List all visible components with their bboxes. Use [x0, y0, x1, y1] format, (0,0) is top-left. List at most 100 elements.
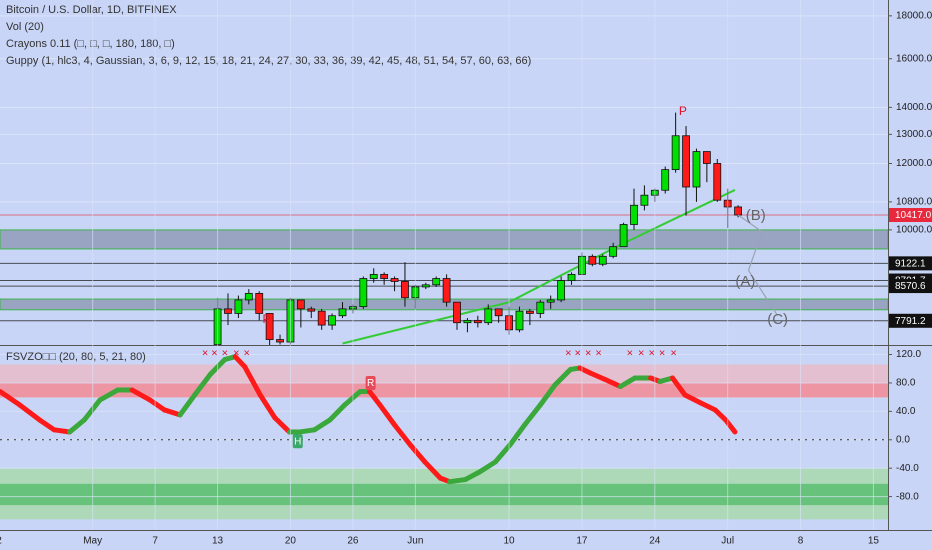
plot-background: [0, 0, 888, 530]
signal-marker: ×: [222, 348, 228, 360]
candle-body: [463, 319, 472, 324]
x-tick-label: 20: [285, 536, 297, 547]
annotation: (C): [767, 311, 788, 328]
annotation: P: [679, 104, 687, 118]
candle-body: [369, 273, 378, 279]
candle-body: [265, 313, 274, 340]
y-tick-label: 14000.0: [896, 102, 932, 113]
oscillator-segment: [311, 417, 333, 433]
candle-body: [640, 194, 649, 206]
candle-body: [380, 273, 389, 279]
x-tick-label: 13: [212, 536, 224, 547]
oscillator-segment: [0, 388, 23, 408]
oscillator-segment: [327, 402, 348, 423]
oscillator-segment: [177, 392, 198, 418]
candle-body: [557, 280, 566, 301]
oscillator-segment: [342, 388, 363, 408]
candle-body: [317, 310, 326, 326]
oscillator-segment: [602, 376, 623, 389]
candle-body: [630, 204, 638, 225]
oscillator-segment: [272, 415, 292, 435]
price-level-label: 8570.6: [895, 281, 926, 292]
oscillator-segment: [682, 392, 704, 406]
oscillator-segment: [522, 402, 543, 428]
band: [0, 483, 888, 506]
price-level-label: 10417.0: [895, 210, 932, 221]
oscillator-title: FSVZO□□ (20, 80, 5, 21, 80): [6, 351, 146, 363]
annotation-badge: [292, 434, 303, 449]
candle-body: [671, 135, 680, 171]
candle-body: [255, 292, 264, 314]
candle-body: [661, 169, 670, 191]
y-tick-label: 120.0: [896, 349, 921, 360]
candle-body: [692, 151, 701, 188]
oscillator-segment: [367, 388, 383, 408]
oscillator-segment: [161, 407, 183, 418]
annotation: P: [262, 312, 270, 326]
oscillator-segment: [192, 371, 213, 398]
signal-marker: ×: [575, 348, 581, 360]
oscillator-pane: [0, 354, 888, 520]
signal-marker: ×: [627, 348, 633, 360]
candle-body: [734, 206, 742, 216]
candle-body: [713, 163, 722, 201]
indicator-label: Guppy (1, hlc3, 4, Gaussian, 3, 6, 9, 12…: [6, 55, 531, 67]
oscillator-segment: [723, 417, 738, 435]
oscillator-segment: [447, 477, 468, 485]
oscillator-segment: [507, 422, 528, 448]
price-level-badge: [889, 313, 932, 328]
y-tick-label: 18000.0: [896, 10, 932, 21]
signal-marker: ×: [670, 348, 676, 360]
candle-body: [682, 135, 690, 188]
price-level-badge: [889, 256, 932, 271]
candle-body: [453, 301, 461, 324]
moving-average: [342, 189, 736, 345]
candle-body: [390, 278, 399, 282]
candle-body: [401, 281, 409, 299]
annotation: (B): [746, 207, 766, 224]
candle-body: [619, 224, 628, 248]
x-tick-label: 10: [504, 536, 516, 547]
candle-body: [338, 308, 347, 317]
signal-marker: ×: [211, 348, 217, 360]
candle-body: [432, 278, 441, 286]
oscillator-segment: [147, 397, 167, 413]
x-tick-label: 2: [0, 536, 2, 547]
oscillator-segment: [698, 400, 718, 413]
oscillator-segment: [493, 442, 513, 465]
y-tick-label: -80.0: [896, 491, 919, 502]
x-tick-label: 15: [868, 536, 880, 547]
candle-body: [536, 301, 545, 314]
candle-body: [442, 278, 451, 303]
oscillator-segment: [81, 397, 103, 423]
y-tick-label: 12000.0: [896, 158, 932, 169]
signal-marker: ×: [244, 348, 250, 360]
signal-marker: ×: [638, 348, 644, 360]
x-tick-label: 8: [798, 536, 804, 547]
indicator-label: Crayons 0.11 (□, □, □, 180, 180, □): [6, 38, 175, 50]
oscillator-segment: [477, 459, 499, 475]
oscillator-segment: [670, 375, 688, 398]
candle-body: [567, 273, 576, 282]
candle-body: [546, 299, 555, 303]
candle-body: [515, 310, 524, 331]
x-tick-label: 17: [576, 536, 588, 547]
oscillator-segment: [17, 402, 43, 423]
candle-body: [609, 246, 618, 257]
candle-body: [224, 308, 232, 314]
signal-marker: ×: [648, 348, 654, 360]
oscillator-segment: [462, 469, 483, 483]
oscillator-segment: [377, 402, 398, 428]
signal-marker: ×: [659, 348, 665, 360]
projection: [737, 214, 779, 317]
candle-body: [234, 299, 243, 314]
candle-body: [244, 292, 253, 301]
candle-body: [494, 308, 503, 317]
candle-body: [359, 278, 368, 308]
zone: [0, 229, 888, 250]
oscillator-segment: [129, 387, 153, 403]
oscillator-segment: [537, 382, 558, 408]
oscillator-segment: [97, 387, 121, 403]
indicator-label: Vol (20): [6, 21, 44, 33]
